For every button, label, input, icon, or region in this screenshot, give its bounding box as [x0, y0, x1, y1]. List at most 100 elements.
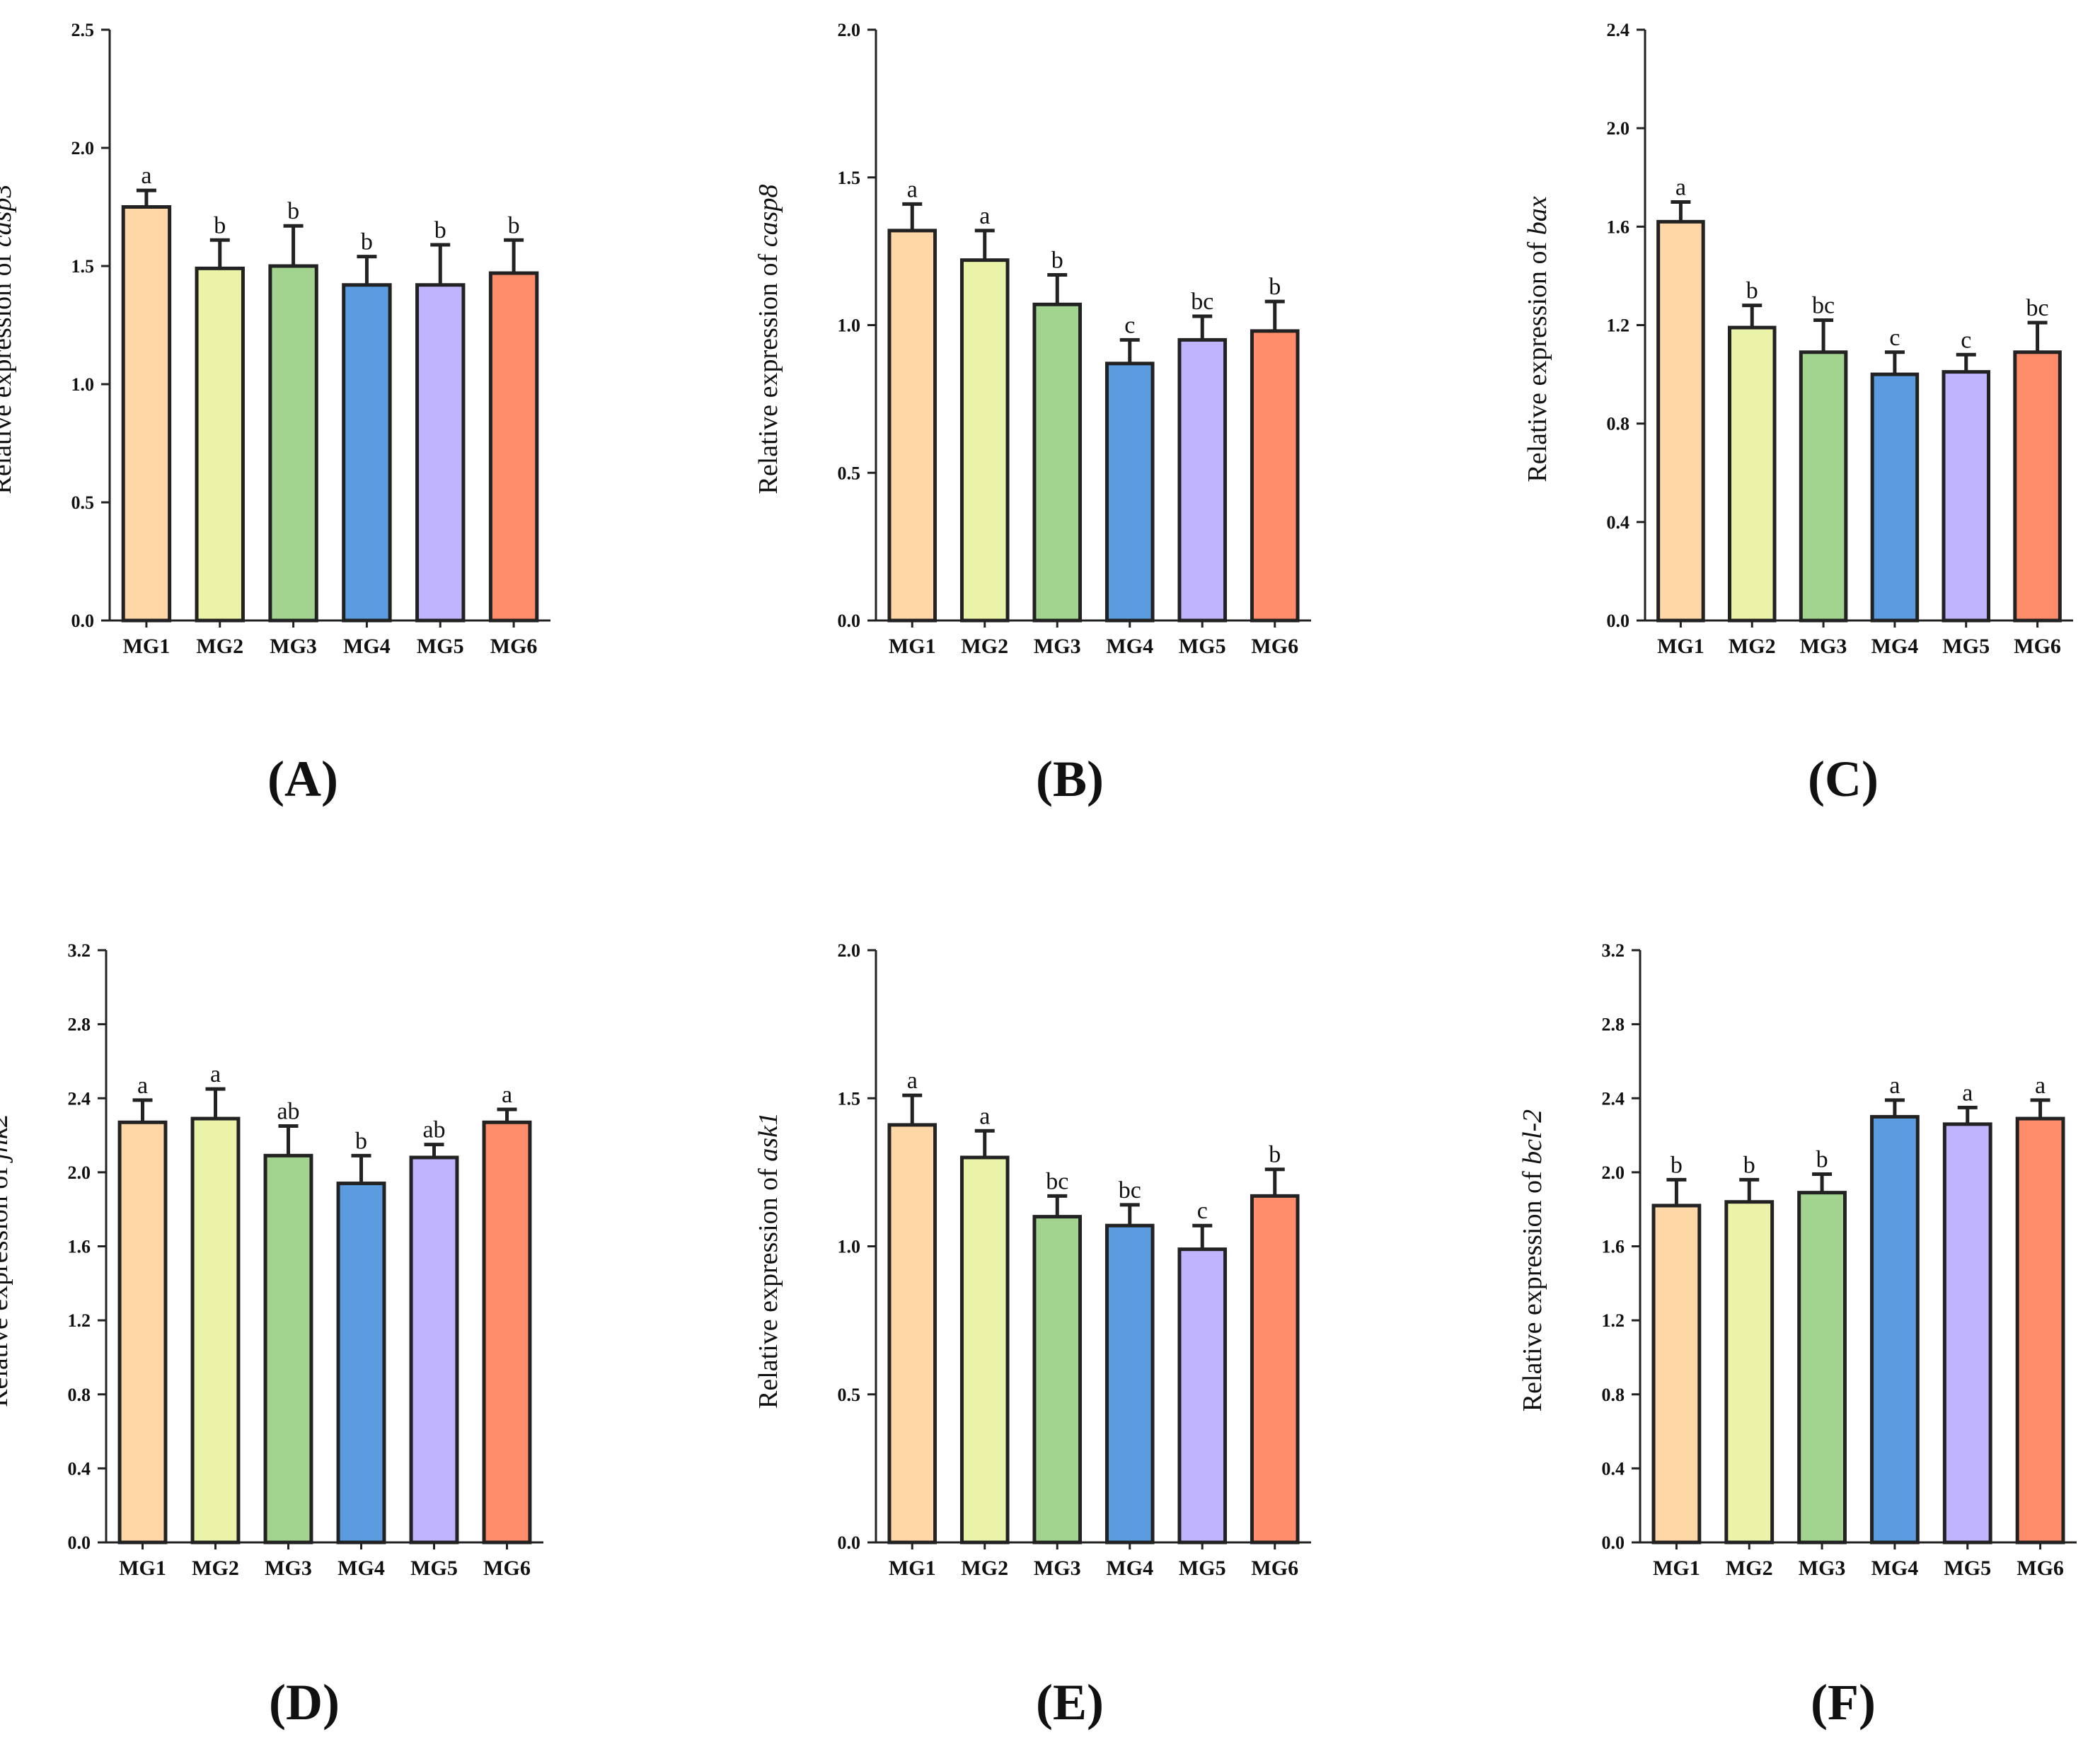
x-tick-label: MG6 — [1251, 635, 1298, 658]
bar — [1870, 372, 1920, 623]
y-tick-label: 1.2 — [1602, 1310, 1625, 1331]
significance-label: bc — [1812, 293, 1835, 319]
bar — [482, 1120, 532, 1545]
y-axis-title-gene: bax — [1523, 196, 1552, 235]
significance-label: b — [287, 198, 299, 224]
y-tick-label: 2.8 — [68, 1015, 91, 1035]
x-tick-label: MG2 — [196, 635, 243, 658]
significance-label: bc — [1191, 289, 1213, 315]
y-axis-title-prefix: Relative expression of — [754, 1162, 783, 1409]
chart-panel: 0.0 0.4 0.8 1.2 1.6 2.0 2.4 2.8 3.2 Relative expr… — [1518, 940, 2077, 1731]
x-tick-label: MG4 — [1106, 635, 1153, 658]
x-tick-label: MG5 — [1944, 1557, 1991, 1580]
bar — [409, 1155, 459, 1545]
y-tick-label: 1.5 — [838, 1088, 861, 1109]
significance-label: a — [1675, 175, 1686, 201]
y-axis-title-gene: bcl-2 — [1518, 1109, 1547, 1165]
y-tick-label: 2.0 — [838, 20, 861, 40]
y-tick-label: 3.2 — [1602, 940, 1625, 961]
x-tick-label: MG4 — [338, 1557, 385, 1580]
bar — [415, 283, 466, 623]
bar — [1250, 329, 1300, 623]
x-tick-label: MG5 — [1942, 635, 1990, 658]
y-axis-title-gene: casp8 — [754, 185, 783, 248]
bar — [887, 229, 937, 623]
y-tick-label: 2.8 — [1602, 1015, 1625, 1035]
y-tick-label: 2.0 — [838, 940, 861, 961]
significance-label: bc — [1119, 1177, 1141, 1203]
y-tick-label: 0.4 — [68, 1458, 91, 1479]
bar — [336, 1182, 386, 1545]
significance-label: a — [2035, 1073, 2046, 1099]
y-tick-label: 0.0 — [1602, 1532, 1625, 1553]
bar — [1177, 337, 1228, 623]
y-axis-title-prefix: Relative expression of — [0, 1160, 13, 1407]
significance-label: b — [1671, 1152, 1683, 1178]
x-tick-label: MG2 — [961, 1557, 1008, 1580]
x-tick-label: MG5 — [417, 635, 464, 658]
significance-label: a — [979, 203, 990, 229]
significance-label: ab — [277, 1098, 299, 1124]
y-tick-label: 1.2 — [1607, 316, 1630, 336]
bar — [263, 1153, 313, 1545]
y-tick-label: 1.0 — [838, 1237, 861, 1257]
y-tick-label: 0.0 — [71, 611, 95, 631]
y-tick-label: 0.4 — [1602, 1458, 1625, 1479]
y-tick-label: 0.5 — [838, 1385, 861, 1405]
y-tick-label: 1.2 — [68, 1310, 91, 1331]
x-tick-label: MG6 — [490, 635, 538, 658]
x-tick-label: MG4 — [343, 635, 391, 658]
bar — [1656, 219, 1705, 623]
x-tick-label: MG5 — [1179, 1557, 1226, 1580]
y-axis-title-prefix: Relative expression of — [0, 247, 17, 494]
y-axis-title-gene: jnk2 — [0, 1114, 13, 1163]
bar — [190, 1116, 241, 1545]
x-tick-label: MG2 — [1726, 1557, 1773, 1580]
y-axis-title: Relative expression of jnk2 — [0, 1114, 13, 1407]
significance-label: b — [214, 212, 226, 238]
significance-label: a — [1962, 1080, 1973, 1106]
y-tick-label: 0.5 — [71, 492, 95, 513]
y-tick-label: 1.6 — [68, 1237, 91, 1257]
significance-label: b — [1746, 278, 1758, 304]
significance-label: a — [502, 1082, 512, 1108]
significance-label: b — [1743, 1152, 1755, 1178]
bar — [117, 1120, 168, 1545]
bar — [959, 258, 1010, 623]
y-tick-label: 1.5 — [838, 168, 861, 188]
bar — [959, 1155, 1010, 1545]
x-tick-label: MG2 — [961, 635, 1008, 658]
x-tick-label: MG3 — [1799, 1557, 1846, 1580]
y-tick-label: 2.4 — [68, 1088, 91, 1109]
bar — [342, 283, 392, 623]
x-tick-label: MG2 — [192, 1557, 239, 1580]
significance-label: a — [137, 1073, 148, 1099]
y-tick-label: 0.0 — [838, 1532, 861, 1553]
significance-label: c — [1124, 312, 1135, 338]
bar — [1799, 350, 1848, 623]
panel-label: (D) — [269, 1674, 340, 1731]
y-axis-title: Relative expression of bax — [1523, 196, 1552, 482]
y-tick-label: 0.0 — [68, 1532, 91, 1553]
y-tick-label: 0.8 — [1607, 414, 1630, 434]
significance-label: c — [1961, 327, 1971, 353]
x-tick-label: MG5 — [1179, 635, 1226, 658]
y-tick-label: 0.4 — [1607, 512, 1630, 533]
y-tick-label: 0.8 — [1602, 1385, 1625, 1405]
x-tick-label: MG6 — [2017, 1557, 2064, 1580]
bar — [1177, 1247, 1228, 1545]
significance-label: ab — [422, 1117, 445, 1143]
bar — [2015, 1116, 2065, 1545]
bar — [488, 271, 539, 623]
panel-label: (C) — [1808, 751, 1879, 807]
significance-label: b — [434, 217, 446, 243]
y-tick-label: 0.0 — [838, 611, 861, 631]
x-tick-label: MG6 — [2014, 635, 2061, 658]
x-tick-label: MG1 — [1657, 635, 1704, 658]
y-tick-label: 2.0 — [1602, 1162, 1625, 1183]
bar — [268, 264, 318, 623]
bar — [1032, 302, 1083, 623]
significance-label: a — [1889, 1073, 1900, 1099]
y-tick-label: 2.0 — [68, 1162, 91, 1183]
significance-label: c — [1197, 1198, 1208, 1224]
